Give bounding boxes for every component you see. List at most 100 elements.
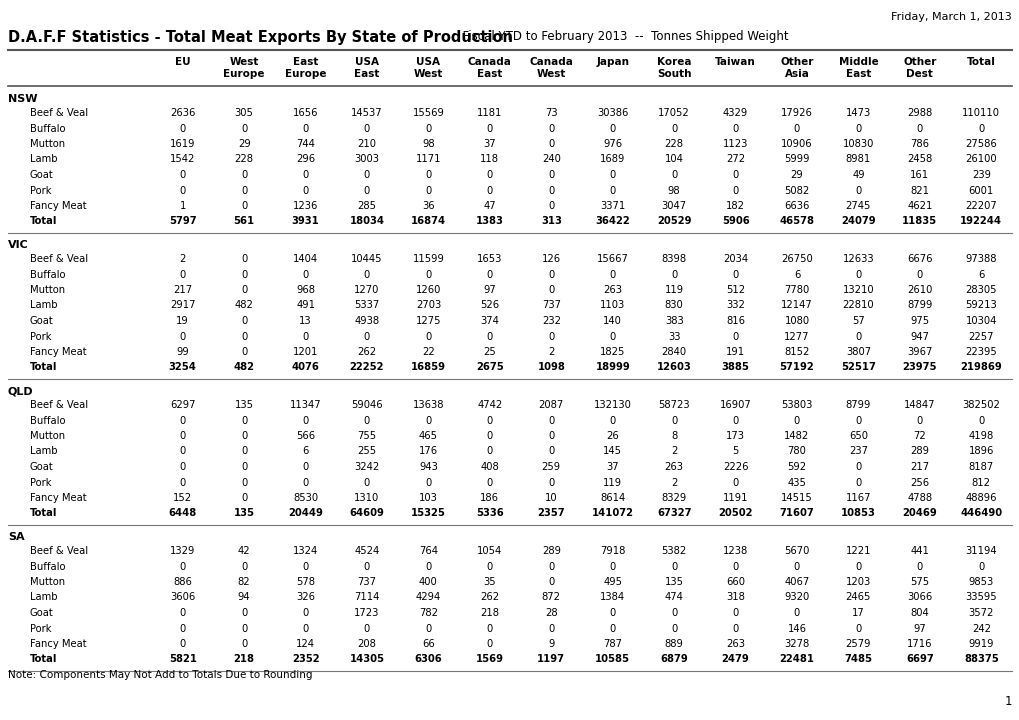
Text: USA
East: USA East [354, 57, 379, 78]
Text: 67327: 67327 [656, 508, 691, 518]
Text: 0: 0 [303, 331, 309, 341]
Text: 13: 13 [299, 316, 312, 326]
Text: 0: 0 [303, 462, 309, 472]
Text: 491: 491 [296, 300, 315, 310]
Text: 566: 566 [296, 431, 315, 441]
Text: 0: 0 [547, 562, 554, 572]
Text: 1103: 1103 [599, 300, 625, 310]
Text: 787: 787 [602, 639, 622, 649]
Text: 6697: 6697 [905, 654, 932, 665]
Text: 0: 0 [855, 562, 861, 572]
Text: 578: 578 [296, 577, 315, 587]
Text: 24079: 24079 [841, 217, 875, 227]
Text: Fancy Meat: Fancy Meat [30, 347, 87, 357]
Text: 0: 0 [486, 477, 492, 487]
Text: 47: 47 [483, 201, 495, 211]
Text: 11347: 11347 [289, 400, 321, 410]
Text: 289: 289 [541, 546, 560, 556]
Text: 465: 465 [419, 431, 437, 441]
Text: 0: 0 [916, 124, 922, 133]
Text: 57: 57 [851, 316, 864, 326]
Text: 0: 0 [732, 124, 738, 133]
Text: 332: 332 [726, 300, 744, 310]
Text: 9853: 9853 [968, 577, 993, 587]
Text: 28305: 28305 [965, 285, 996, 295]
Text: 1203: 1203 [845, 577, 870, 587]
Text: 22395: 22395 [964, 347, 997, 357]
Text: Total: Total [966, 57, 995, 67]
Text: Other
Dest: Other Dest [902, 57, 935, 78]
Text: 232: 232 [541, 316, 560, 326]
Text: 48896: 48896 [965, 493, 996, 503]
Text: 0: 0 [364, 170, 370, 180]
Text: 0: 0 [179, 624, 185, 634]
Text: 0: 0 [732, 170, 738, 180]
Text: East
Europe: East Europe [284, 57, 326, 78]
Text: 3254: 3254 [168, 362, 197, 372]
Text: 7918: 7918 [599, 546, 625, 556]
Text: VIC: VIC [8, 240, 29, 250]
Text: 4621: 4621 [906, 201, 931, 211]
Text: 1896: 1896 [968, 446, 993, 456]
Text: 126: 126 [541, 254, 560, 264]
Text: 6636: 6636 [784, 201, 809, 211]
Text: 0: 0 [732, 477, 738, 487]
Text: 262: 262 [480, 593, 499, 603]
Text: 0: 0 [609, 562, 615, 572]
Text: 12633: 12633 [842, 254, 873, 264]
Text: 6306: 6306 [414, 654, 442, 665]
Text: 5797: 5797 [169, 217, 197, 227]
Text: 37: 37 [606, 462, 619, 472]
Text: 15569: 15569 [412, 108, 444, 118]
Text: 0: 0 [486, 331, 492, 341]
Text: 262: 262 [357, 347, 376, 357]
Text: 0: 0 [547, 624, 554, 634]
Text: 830: 830 [664, 300, 683, 310]
Text: 14305: 14305 [350, 654, 384, 665]
Text: Lamb: Lamb [30, 446, 57, 456]
Text: 0: 0 [732, 269, 738, 279]
Text: 0: 0 [364, 186, 370, 196]
Text: 0: 0 [303, 186, 309, 196]
Text: 737: 737 [541, 300, 560, 310]
Text: 17: 17 [851, 608, 864, 618]
Text: 446490: 446490 [959, 508, 1002, 518]
Text: 3242: 3242 [354, 462, 379, 472]
Text: 575: 575 [909, 577, 928, 587]
Text: 1167: 1167 [845, 493, 870, 503]
Text: 104: 104 [664, 155, 683, 164]
Text: Total: Total [30, 508, 57, 518]
Text: 12603: 12603 [656, 362, 691, 372]
Text: 0: 0 [547, 201, 554, 211]
Text: 0: 0 [609, 331, 615, 341]
Text: 2479: 2479 [721, 654, 749, 665]
Text: 135: 135 [664, 577, 683, 587]
Text: 0: 0 [486, 186, 492, 196]
Text: 0: 0 [425, 562, 431, 572]
Text: 22481: 22481 [779, 654, 814, 665]
Text: 0: 0 [486, 624, 492, 634]
Text: 943: 943 [419, 462, 437, 472]
Text: 15325: 15325 [411, 508, 445, 518]
Text: Pork: Pork [30, 477, 51, 487]
Text: 0: 0 [486, 124, 492, 133]
Text: 0: 0 [179, 562, 185, 572]
Text: 59046: 59046 [351, 400, 382, 410]
Text: Lamb: Lamb [30, 593, 57, 603]
Text: 2675: 2675 [476, 362, 503, 372]
Text: 0: 0 [547, 446, 554, 456]
Text: 5670: 5670 [784, 546, 809, 556]
Text: 3807: 3807 [845, 347, 870, 357]
Text: 4788: 4788 [907, 493, 931, 503]
Text: Buffalo: Buffalo [30, 124, 65, 133]
Text: 4076: 4076 [291, 362, 319, 372]
Text: 33: 33 [667, 331, 680, 341]
Text: 0: 0 [240, 186, 247, 196]
Text: 0: 0 [303, 624, 309, 634]
Text: 16874: 16874 [411, 217, 445, 227]
Text: 12147: 12147 [781, 300, 812, 310]
Text: 88375: 88375 [963, 654, 998, 665]
Text: Pork: Pork [30, 331, 51, 341]
Text: 9320: 9320 [784, 593, 809, 603]
Text: 382502: 382502 [961, 400, 1000, 410]
